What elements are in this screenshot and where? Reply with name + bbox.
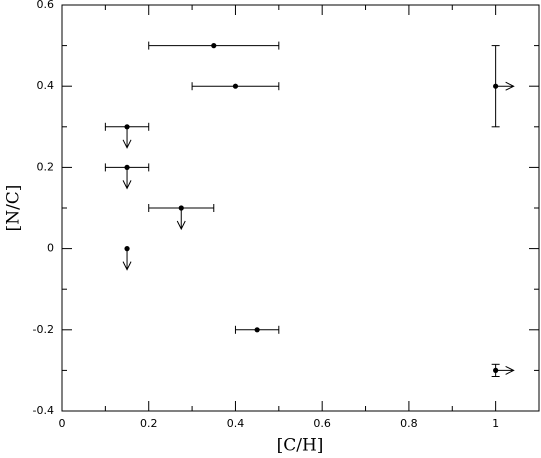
limit-arrow (176, 208, 186, 231)
point (124, 164, 130, 170)
x-tick-label: 0 (59, 417, 66, 430)
y-axis-label: [N/C] (4, 185, 24, 232)
plot-frame (61, 4, 540, 412)
limit-arrow (495, 81, 515, 91)
x-tick-label: 0.4 (227, 417, 245, 430)
x-axis-label: [C/H] (277, 436, 324, 456)
point (493, 83, 499, 89)
point (124, 124, 130, 130)
point (124, 246, 130, 252)
x-tick-label: 1 (492, 417, 499, 430)
limit-arrow (122, 167, 132, 190)
point (178, 205, 184, 211)
limit-arrow (495, 365, 515, 375)
point (232, 83, 239, 89)
y-tick-label: 0.4 (37, 79, 55, 92)
limit-arrow (122, 126, 132, 149)
point (493, 367, 499, 373)
y-tick-label: -0.4 (33, 404, 54, 417)
y-tick-label: -0.2 (33, 323, 54, 336)
x-tick-label: 0.8 (400, 417, 418, 430)
point (211, 43, 217, 49)
point (254, 327, 260, 333)
y-tick-label: 0.6 (37, 0, 55, 11)
x-tick-label: 0.2 (140, 417, 158, 430)
y-tick-label: 0 (47, 242, 54, 255)
x-tick-label: 0.6 (313, 417, 331, 430)
limit-arrow (122, 248, 132, 271)
y-tick-label: 0.2 (37, 160, 55, 173)
